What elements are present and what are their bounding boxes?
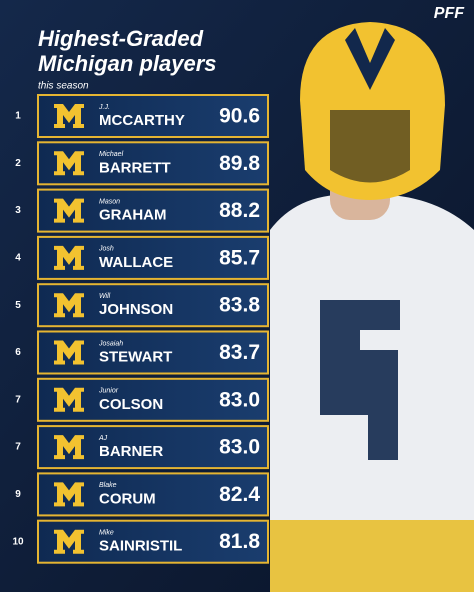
- grade: 83.0: [219, 436, 260, 459]
- last-name: MCCARTHY: [99, 112, 185, 129]
- last-name: WALLACE: [99, 254, 173, 271]
- grade: 90.6: [219, 105, 260, 128]
- team-logo: [54, 529, 84, 554]
- last-name: JOHNSON: [99, 301, 173, 318]
- rank: 7: [15, 394, 21, 405]
- last-name: CORUM: [99, 490, 156, 507]
- rank: 6: [15, 347, 21, 358]
- rank: 3: [15, 205, 21, 216]
- first-name: Mike: [99, 530, 114, 537]
- team-logo: [54, 435, 84, 460]
- first-name: Blake: [99, 482, 117, 489]
- last-name: SAINRISTIL: [99, 538, 182, 555]
- subtitle: this season: [38, 81, 89, 92]
- first-name: Junior: [98, 388, 119, 395]
- first-name: Josaiah: [98, 340, 123, 347]
- rank: 2: [15, 158, 21, 169]
- last-name: COLSON: [99, 396, 163, 413]
- team-logo: [54, 245, 84, 270]
- grade: 82.4: [219, 483, 260, 506]
- grade: 83.8: [219, 294, 260, 317]
- brand-logo: PFF: [434, 5, 465, 22]
- team-logo: [54, 104, 84, 128]
- rank: 4: [15, 253, 21, 264]
- grade: 81.8: [219, 530, 260, 553]
- last-name: BARNER: [99, 443, 163, 460]
- title-line: Michigan players: [38, 51, 217, 76]
- rank: 5: [15, 300, 21, 311]
- last-name: STEWART: [99, 348, 172, 365]
- grade: 83.0: [219, 388, 260, 411]
- grade: 83.7: [219, 341, 260, 364]
- first-name: J.J.: [98, 104, 110, 111]
- team-logo: [54, 293, 84, 318]
- team-logo: [54, 387, 84, 412]
- first-name: Michael: [99, 151, 124, 158]
- title-line: Highest-Graded: [38, 26, 204, 51]
- rank: 10: [12, 536, 24, 547]
- team-logo: [54, 198, 84, 223]
- grade: 88.2: [219, 199, 260, 222]
- team-logo: [54, 482, 84, 507]
- player-photo: [270, 22, 474, 592]
- first-name: Mason: [99, 198, 120, 205]
- last-name: GRAHAM: [99, 207, 167, 224]
- team-logo: [54, 340, 84, 365]
- rank: 9: [15, 489, 21, 500]
- first-name: Josh: [98, 246, 114, 253]
- grade: 85.7: [219, 246, 260, 269]
- rank: 7: [15, 442, 21, 453]
- first-name: Will: [99, 293, 111, 300]
- team-logo: [54, 151, 84, 176]
- last-name: BARRETT: [99, 159, 171, 176]
- grade: 89.8: [219, 152, 260, 175]
- rank: 1: [15, 111, 21, 122]
- first-name: AJ: [98, 435, 108, 442]
